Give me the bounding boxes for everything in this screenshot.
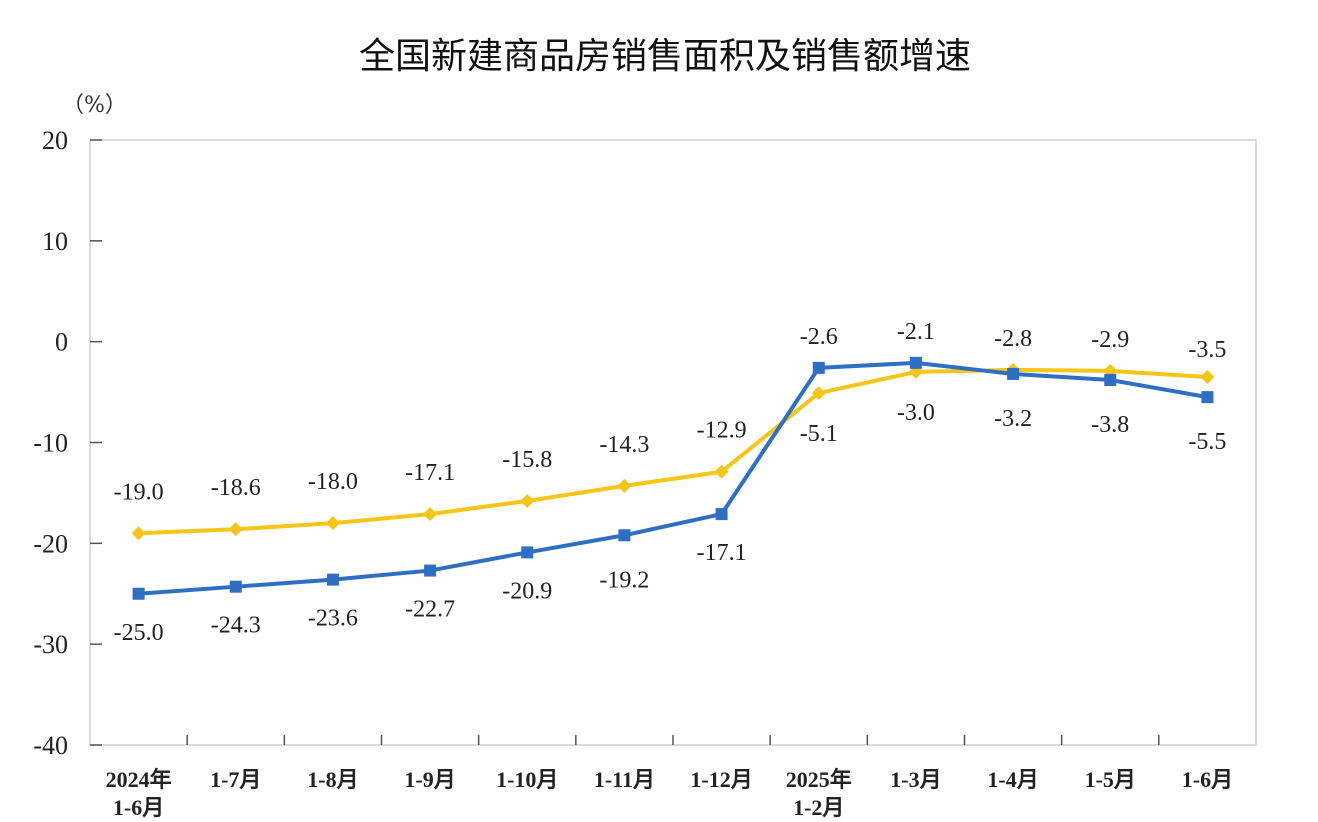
data-label: -17.1 bbox=[697, 540, 747, 566]
data-label: -3.0 bbox=[897, 400, 935, 426]
data-label: -20.9 bbox=[502, 578, 552, 604]
series-point bbox=[714, 464, 729, 479]
data-label: -19.2 bbox=[599, 567, 649, 593]
data-label: -3.5 bbox=[1188, 337, 1226, 363]
y-tick-label: -30 bbox=[33, 630, 68, 659]
data-label: -2.6 bbox=[800, 324, 838, 350]
series-point bbox=[1104, 373, 1117, 386]
series-point bbox=[229, 580, 242, 593]
x-tick-label: 1-6月 bbox=[1182, 767, 1233, 792]
series-point bbox=[326, 573, 339, 586]
x-tick-label: 2025年 bbox=[786, 767, 852, 792]
x-axis: 2024年 1-6月 1-7月 1-8月 1-9月 1-10月 1-11月 1-12月 2025… bbox=[106, 735, 1233, 820]
data-label: -5.1 bbox=[800, 421, 838, 447]
data-label: -18.0 bbox=[308, 469, 358, 495]
data-label: -5.5 bbox=[1188, 429, 1226, 455]
data-label: -15.8 bbox=[502, 447, 552, 473]
series-point bbox=[131, 526, 146, 541]
data-label: -14.3 bbox=[599, 432, 649, 458]
series-point bbox=[1007, 367, 1020, 380]
series-point bbox=[812, 361, 825, 374]
data-label: -25.0 bbox=[114, 620, 164, 646]
data-label: -24.3 bbox=[211, 613, 261, 639]
data-label: -23.6 bbox=[308, 606, 358, 632]
y-tick-label: 10 bbox=[42, 227, 68, 256]
series-point bbox=[909, 356, 922, 369]
series-point bbox=[521, 546, 534, 559]
x-tick-label: 2024年 bbox=[106, 767, 172, 792]
series-point bbox=[715, 508, 728, 521]
chart-title: 全国新建商品房销售面积及销售额增速 bbox=[359, 36, 971, 77]
series-point bbox=[618, 529, 631, 542]
series-point bbox=[617, 478, 632, 493]
data-label: -12.9 bbox=[697, 418, 747, 444]
x-tick-label: 1-8月 bbox=[307, 767, 358, 792]
data-label: -17.1 bbox=[405, 460, 455, 486]
x-tick-label: 1-2月 bbox=[793, 795, 844, 820]
series-point bbox=[423, 507, 438, 522]
x-tick-label: 1-11月 bbox=[594, 767, 655, 792]
x-tick-label: 1-5月 bbox=[1085, 767, 1136, 792]
y-unit-label: （%） bbox=[62, 93, 127, 118]
y-axis: 20 10 0 -10 -20 -30 -40 bbox=[33, 126, 102, 760]
x-tick-label: 1-10月 bbox=[496, 767, 558, 792]
x-tick-label: 1-4月 bbox=[987, 767, 1038, 792]
series-point bbox=[424, 564, 437, 577]
y-tick-label: -20 bbox=[33, 529, 68, 558]
series-point bbox=[520, 493, 535, 508]
x-tick-label: 1-3月 bbox=[890, 767, 941, 792]
data-label: -2.1 bbox=[897, 319, 935, 345]
plot-area bbox=[89, 139, 1257, 746]
y-tick-label: 20 bbox=[42, 126, 68, 155]
x-tick-label: 1-9月 bbox=[404, 767, 455, 792]
series-point bbox=[1201, 391, 1214, 404]
series-point bbox=[132, 587, 145, 600]
data-label: -2.9 bbox=[1091, 327, 1129, 353]
x-tick-label: 1-7月 bbox=[210, 767, 261, 792]
data-label: -2.8 bbox=[994, 326, 1032, 352]
y-tick-label: 0 bbox=[55, 328, 68, 357]
series-point bbox=[811, 386, 826, 401]
series-point bbox=[325, 516, 340, 531]
x-tick-label: 1-12月 bbox=[690, 767, 752, 792]
data-label: -19.0 bbox=[114, 479, 164, 505]
data-label: -22.7 bbox=[405, 597, 455, 623]
series-point bbox=[228, 522, 243, 537]
data-label: -18.6 bbox=[211, 475, 261, 501]
data-label: -3.8 bbox=[1091, 412, 1129, 438]
data-label: -3.2 bbox=[994, 406, 1032, 432]
series-line bbox=[138, 360, 1208, 596]
y-tick-label: -40 bbox=[33, 731, 68, 760]
y-tick-label: -10 bbox=[33, 429, 68, 458]
series-line bbox=[138, 367, 1208, 536]
x-tick-label: 1-6月 bbox=[113, 795, 164, 820]
series-point bbox=[1200, 369, 1215, 384]
series-group: -19.0 -18.6 -18.0 -17.1 -15.8 -14.3 -12.9 -5.1 -… bbox=[114, 319, 1227, 646]
